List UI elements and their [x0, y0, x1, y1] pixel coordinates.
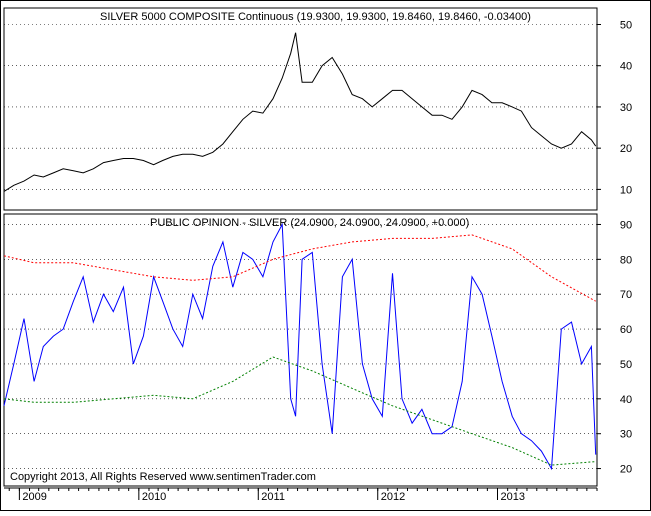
- upper-band-line: [3, 234, 596, 302]
- lower-band-line: [3, 356, 596, 466]
- price-y-tick-label: 10: [620, 184, 632, 196]
- date-axis: 2009 2010 2011 2012 2013: [4, 487, 598, 503]
- date-axis-label: 2012: [381, 491, 405, 503]
- opinion-y-tick-label: 50: [620, 359, 632, 371]
- price-panel-title: SILVER 5000 COMPOSITE Continuous (19.930…: [100, 11, 531, 23]
- price-y-tick-label: 50: [620, 19, 632, 31]
- date-axis-label: 2010: [142, 491, 166, 503]
- opinion-y-tick-label: 90: [620, 219, 632, 231]
- opinion-y-tick-label: 60: [620, 324, 632, 336]
- price-y-tick-label: 40: [620, 61, 632, 73]
- opinion-y-tick-label: 30: [620, 429, 632, 441]
- date-axis-label: 2011: [261, 491, 285, 503]
- price-y-tick-label: 20: [620, 143, 632, 155]
- price-line: [3, 32, 597, 192]
- price-panel: SILVER 5000 COMPOSITE Continuous (19.930…: [3, 7, 632, 211]
- copyright-text: Copyright 2013, All Rights Reserved www.…: [10, 471, 316, 483]
- opinion-y-tick-label: 70: [620, 289, 632, 301]
- date-axis-label: 2013: [501, 491, 525, 503]
- opinion-y-tick-label: 80: [620, 254, 632, 266]
- date-axis-label: 2009: [22, 491, 46, 503]
- opinion-panel: PUBLIC OPINION - SILVER (24.0900, 24.090…: [3, 213, 632, 487]
- opinion-y-tick-label: 40: [620, 394, 632, 406]
- opinion-panel-title: PUBLIC OPINION - SILVER (24.0900, 24.090…: [150, 217, 469, 229]
- price-y-tick-label: 30: [620, 102, 632, 114]
- public-opinion-line: [3, 222, 597, 471]
- opinion-y-tick-label: 20: [620, 464, 632, 476]
